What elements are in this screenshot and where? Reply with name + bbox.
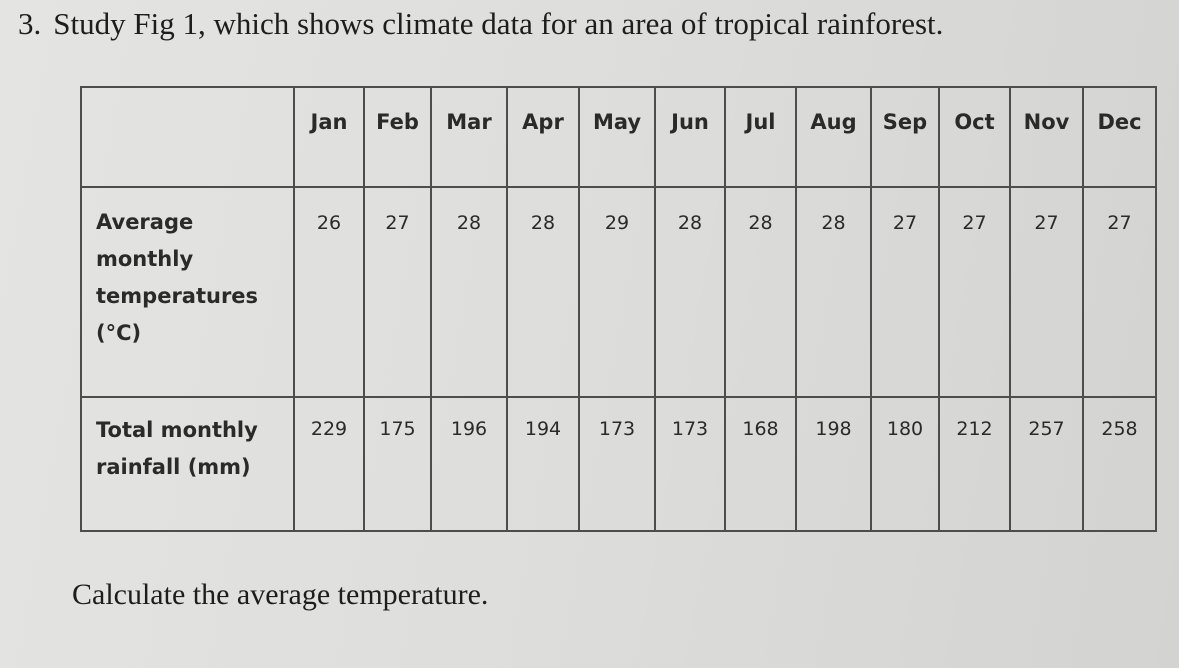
rainfall-cell: 173 bbox=[654, 396, 726, 532]
rainfall-cell: 212 bbox=[938, 396, 1011, 532]
temperature-cell: 27 bbox=[870, 186, 940, 398]
month-header: Feb bbox=[363, 86, 432, 188]
temperature-cell: 28 bbox=[724, 186, 797, 398]
temperature-cell: 28 bbox=[654, 186, 726, 398]
rainfall-cell: 196 bbox=[430, 396, 508, 532]
question-number: 3. bbox=[18, 6, 42, 41]
temperature-cell: 28 bbox=[430, 186, 508, 398]
question-text: Study Fig 1, which shows climate data fo… bbox=[53, 6, 944, 41]
rainfall-cell: 173 bbox=[578, 396, 656, 532]
temperature-cell: 29 bbox=[578, 186, 656, 398]
month-header: Nov bbox=[1009, 86, 1084, 188]
temperature-cell: 27 bbox=[1009, 186, 1084, 398]
month-header: Jun bbox=[654, 86, 726, 188]
rainfall-cell: 198 bbox=[795, 396, 872, 532]
month-header-row: Jan Feb Mar Apr May Jun Jul Aug Sep Oct … bbox=[80, 86, 1157, 188]
rainfall-row-label: Total monthly rainfall (mm) bbox=[80, 396, 295, 532]
month-header: Aug bbox=[795, 86, 872, 188]
temperature-cell: 27 bbox=[1082, 186, 1157, 398]
month-header: Sep bbox=[870, 86, 940, 188]
rainfall-cell: 175 bbox=[363, 396, 432, 532]
rainfall-cell: 229 bbox=[293, 396, 365, 532]
month-header: Apr bbox=[506, 86, 580, 188]
temperature-cell: 27 bbox=[938, 186, 1011, 398]
rainfall-cell: 168 bbox=[724, 396, 797, 532]
climate-data-table: Jan Feb Mar Apr May Jun Jul Aug Sep Oct … bbox=[80, 86, 1157, 532]
temperature-cell: 26 bbox=[293, 186, 365, 398]
month-header: May bbox=[578, 86, 656, 188]
month-header: Dec bbox=[1082, 86, 1157, 188]
calculation-prompt: Calculate the average temperature. bbox=[72, 578, 489, 611]
temperature-cell: 27 bbox=[363, 186, 432, 398]
temperature-row: Average monthly temperatures (°C) 26 27 … bbox=[80, 186, 1157, 398]
rainfall-row: Total monthly rainfall (mm) 229 175 196 … bbox=[80, 396, 1157, 532]
month-header: Mar bbox=[430, 86, 508, 188]
month-header: Jul bbox=[724, 86, 797, 188]
rainfall-cell: 180 bbox=[870, 396, 940, 532]
temperature-cell: 28 bbox=[506, 186, 580, 398]
rainfall-cell: 258 bbox=[1082, 396, 1157, 532]
rainfall-cell: 194 bbox=[506, 396, 580, 532]
temperature-row-label: Average monthly temperatures (°C) bbox=[80, 186, 295, 398]
header-corner-cell bbox=[80, 86, 295, 188]
question-heading: 3. Study Fig 1, which shows climate data … bbox=[18, 6, 943, 42]
month-header: Oct bbox=[938, 86, 1011, 188]
temperature-cell: 28 bbox=[795, 186, 872, 398]
month-header: Jan bbox=[293, 86, 365, 188]
rainfall-cell: 257 bbox=[1009, 396, 1084, 532]
